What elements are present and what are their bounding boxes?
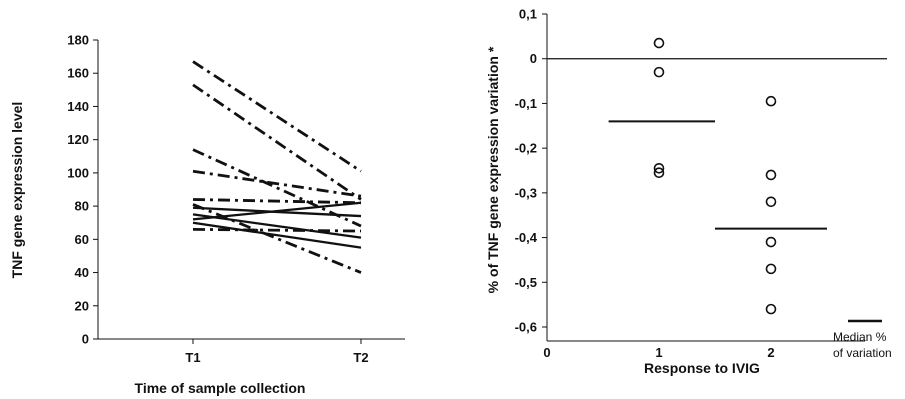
- scatter-point: [765, 196, 777, 208]
- series-line-11: [192, 227, 362, 233]
- left-y-tick-label: 60: [75, 232, 89, 247]
- right-y-tick-label: -0,6: [515, 320, 537, 335]
- median-lines: [608, 120, 827, 230]
- right-y-axis-title: % of TNF gene expression variation *: [485, 46, 501, 293]
- right-y-tick-label: -0,5: [515, 275, 537, 290]
- series-line-5: [192, 60, 362, 173]
- left-y-axis-title: TNF gene expression level: [9, 102, 25, 279]
- series-line-6: [192, 83, 362, 201]
- series-line-4: [192, 221, 362, 249]
- left-y-tick-label: 40: [75, 265, 89, 280]
- scatter-point: [653, 66, 665, 78]
- right-x-tick-label: 2: [767, 345, 774, 360]
- left-y-tick-label: 120: [67, 132, 89, 147]
- left-x-axis-title: Time of sample collection: [135, 380, 306, 396]
- right-x-ticks: 0 1 2: [543, 345, 774, 360]
- left-x-tick-label: T1: [185, 350, 200, 365]
- series-line-9: [192, 198, 362, 205]
- scatter-point: [765, 169, 777, 181]
- left-x-ticks: T1 T2: [185, 339, 369, 365]
- right-x-tick-label: 0: [543, 345, 550, 360]
- right-y-tick-label: 0: [530, 51, 537, 66]
- right-scatter-chart: 0,1 0 -0,1 -0,2 -0,3 -0,4 -0,5 -0,6 0 1 2 Respons…: [485, 7, 892, 377]
- scatter-point: [653, 167, 665, 179]
- right-y-tick-label: -0,3: [515, 185, 537, 200]
- series-line-3: [192, 213, 362, 239]
- left-y-tick-label: 80: [75, 199, 89, 214]
- scatter-point: [653, 162, 665, 174]
- left-y-tick-label: 180: [67, 33, 89, 48]
- left-series-lines: [192, 60, 362, 274]
- left-y-tick-label: 100: [67, 165, 89, 180]
- series-line-7: [192, 148, 362, 228]
- right-y-tick-label: -0,4: [515, 230, 538, 245]
- scatter-point: [765, 303, 777, 315]
- left-y-tick-label: 160: [67, 66, 89, 81]
- left-y-tick-label: 20: [75, 298, 89, 313]
- series-line-8: [192, 169, 362, 198]
- legend: Median % of variation: [833, 319, 892, 360]
- right-x-axis-title: Response to IVIG: [644, 360, 760, 376]
- legend-label-line1: Median %: [833, 330, 887, 344]
- left-y-ticks: 0 20 40 60 80 100 120 140 160 180: [67, 33, 98, 347]
- left-x-tick-label: T2: [353, 350, 368, 365]
- scatter-point: [653, 37, 665, 49]
- right-x-tick-label: 1: [655, 345, 662, 360]
- left-line-chart: 0 20 40 60 80 100 120 140 160 180 T1 T2 Time of sa…: [9, 33, 405, 396]
- right-y-tick-label: -0,1: [515, 96, 537, 111]
- right-y-tick-label: -0,2: [515, 141, 537, 156]
- right-y-ticks: 0,1 0 -0,1 -0,2 -0,3 -0,4 -0,5 -0,6: [515, 7, 547, 335]
- series-line-10: [192, 203, 362, 274]
- scatter-point: [765, 263, 777, 275]
- scatter-point: [765, 236, 777, 248]
- right-y-tick-label: 0,1: [519, 7, 537, 22]
- legend-label-line2: of variation: [833, 346, 892, 360]
- left-y-tick-label: 140: [67, 99, 89, 114]
- scatter-point: [765, 95, 777, 107]
- left-y-tick-label: 0: [82, 332, 89, 347]
- scatter-points: [653, 37, 777, 315]
